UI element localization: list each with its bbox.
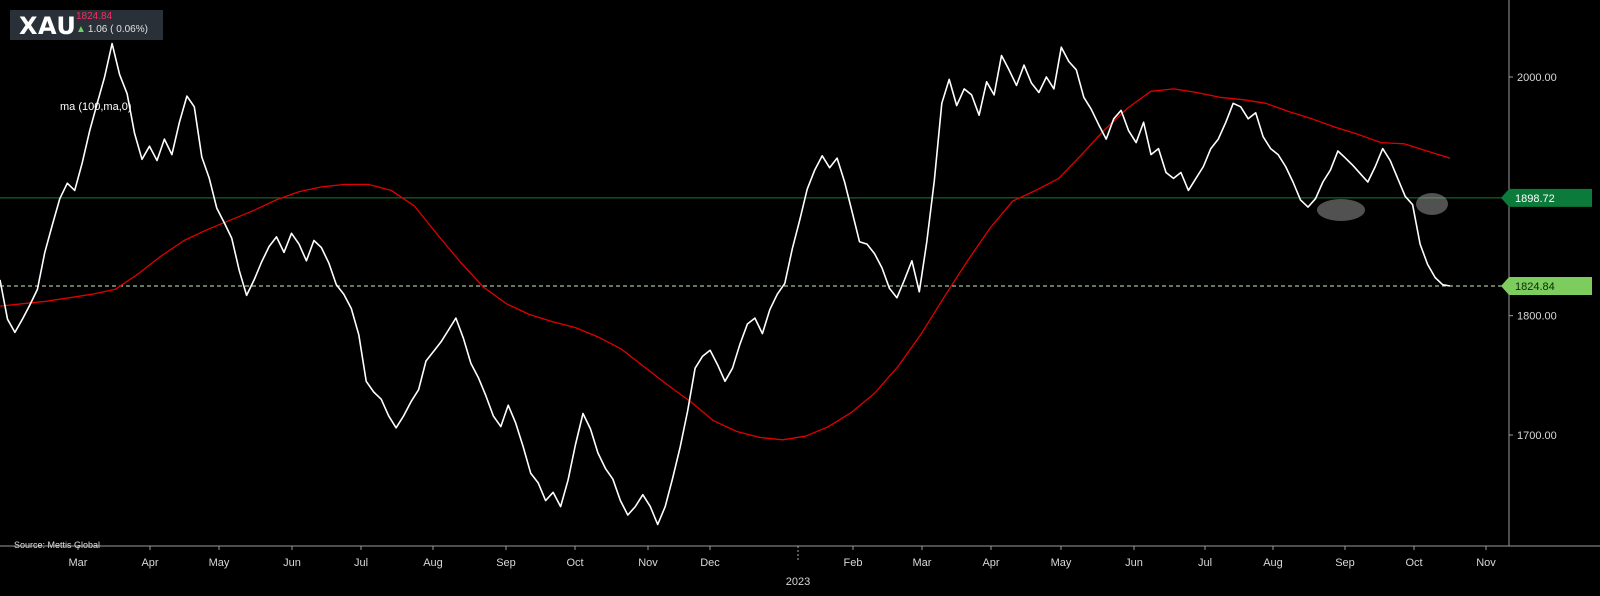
highlight-ellipse (1317, 199, 1365, 221)
y-tick-label: 1700.00 (1517, 430, 1557, 442)
moving-average-line (0, 88, 1451, 441)
x-tick-label: Jun (283, 557, 301, 569)
x-tick-label: Oct (566, 557, 583, 569)
x-tick-label: Nov (1476, 557, 1496, 569)
x-tick-label: Sep (496, 557, 516, 569)
support-price-badge: 1898.72 (1501, 188, 1592, 207)
ticker-header: XAU 1824.84 ▲ 1.06 ( 0.06%) (10, 10, 163, 40)
x-tick-label: Jun (1125, 557, 1143, 569)
x-tick-label: Feb (844, 557, 863, 569)
ticker-symbol: XAU (19, 12, 77, 40)
highlight-ellipse (1416, 193, 1448, 215)
price-badges: 1898.72 1824.84 (1501, 188, 1592, 296)
last-price-badge: 1824.84 (1501, 277, 1592, 296)
x-tick-label: Mar (913, 557, 932, 569)
ticker-change-row: ▲ 1.06 ( 0.06%) (76, 24, 148, 35)
x-year-label: 2023 (786, 576, 810, 588)
x-tick-label: May (1051, 557, 1072, 569)
price-layer (0, 42, 1451, 526)
last-price-badge-shape (1501, 277, 1592, 296)
x-tick-label: Mar (69, 557, 88, 569)
x-tick-label: Nov (638, 557, 658, 569)
x-tick-label: Oct (1405, 557, 1422, 569)
price-series-line (0, 42, 1451, 526)
ticker-price: 1824.84 (76, 11, 113, 22)
y-tick-label: 1800.00 (1517, 311, 1557, 323)
annotation-layer (1317, 193, 1448, 221)
x-tick-label: Aug (1263, 557, 1283, 569)
up-arrow-icon: ▲ (76, 24, 86, 35)
y-tick-label: 2000.00 (1517, 72, 1557, 84)
ticker-change: 1.06 ( 0.06%) (87, 24, 148, 35)
x-tick-label: Apr (141, 557, 158, 569)
indicator-label: ma (100,ma,0) (60, 101, 132, 113)
last-price-badge-label: 1824.84 (1515, 281, 1555, 293)
x-tick-label: May (209, 557, 230, 569)
x-tick-label: Apr (982, 557, 999, 569)
x-tick-label: Jul (1198, 557, 1212, 569)
x-tick-label: Jul (354, 557, 368, 569)
support-price-badge-label: 1898.72 (1515, 193, 1555, 205)
support-price-badge-shape (1501, 188, 1592, 207)
source-note: Source: Mettis Global (14, 540, 101, 550)
x-tick-label: Dec (700, 557, 720, 569)
x-tick-label: Aug (423, 557, 443, 569)
moving-average-layer (0, 88, 1451, 441)
x-tick-label: Sep (1335, 557, 1355, 569)
